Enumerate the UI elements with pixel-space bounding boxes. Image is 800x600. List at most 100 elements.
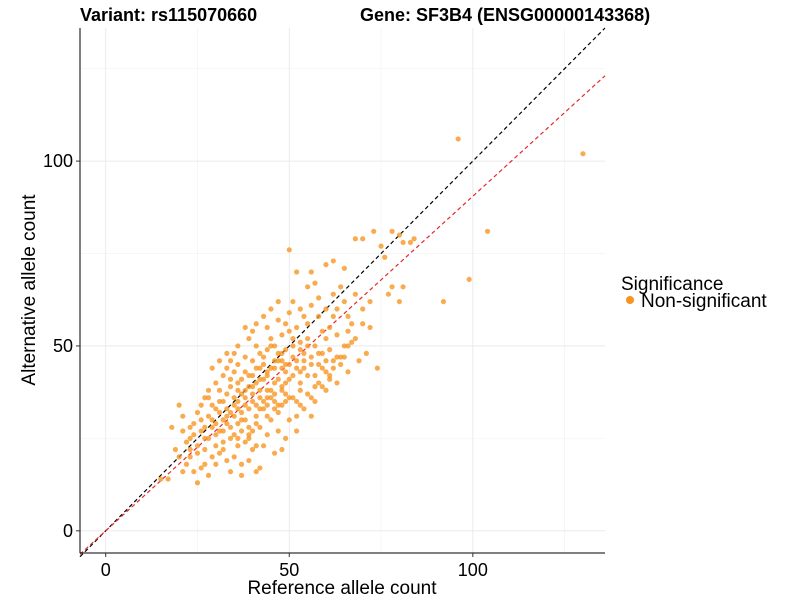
data-point bbox=[176, 402, 182, 408]
y-axis-title: Alternative allele count bbox=[19, 194, 40, 386]
data-point bbox=[396, 232, 403, 238]
data-point bbox=[227, 384, 234, 390]
data-point bbox=[338, 354, 344, 360]
data-point bbox=[268, 335, 274, 342]
data-point bbox=[389, 228, 395, 234]
data-point bbox=[279, 358, 285, 364]
data-point bbox=[253, 380, 259, 386]
data-point bbox=[319, 328, 325, 334]
data-point bbox=[286, 328, 292, 334]
data-point bbox=[268, 306, 274, 312]
data-point bbox=[238, 428, 245, 434]
data-point bbox=[224, 391, 230, 397]
data-point bbox=[308, 413, 314, 419]
data-point bbox=[257, 406, 263, 412]
data-point bbox=[275, 317, 281, 323]
data-point bbox=[253, 443, 259, 449]
data-point bbox=[294, 413, 300, 419]
data-point bbox=[194, 450, 201, 456]
data-point bbox=[213, 420, 219, 427]
data-point bbox=[345, 369, 351, 375]
data-point bbox=[323, 369, 329, 375]
y-tick-label: 50 bbox=[53, 336, 73, 356]
data-point bbox=[257, 350, 263, 356]
data-point bbox=[327, 372, 333, 379]
data-point bbox=[271, 398, 278, 405]
data-point bbox=[268, 387, 274, 393]
data-point bbox=[209, 402, 215, 408]
data-point bbox=[224, 365, 230, 371]
data-point bbox=[389, 284, 395, 290]
data-point bbox=[231, 454, 237, 460]
data-point bbox=[264, 347, 270, 353]
data-point bbox=[290, 343, 296, 349]
data-point bbox=[301, 350, 307, 356]
data-point bbox=[264, 402, 270, 408]
data-point bbox=[316, 350, 322, 356]
data-point bbox=[260, 376, 267, 382]
data-point bbox=[187, 454, 193, 460]
data-point bbox=[235, 361, 241, 368]
data-point bbox=[349, 321, 355, 327]
data-point bbox=[301, 313, 307, 319]
data-point bbox=[297, 306, 303, 312]
data-point bbox=[246, 432, 252, 438]
data-point bbox=[271, 450, 278, 456]
data-point bbox=[275, 428, 281, 434]
data-point bbox=[209, 365, 215, 371]
data-point bbox=[198, 417, 204, 423]
data-point bbox=[301, 365, 307, 371]
data-point bbox=[264, 369, 270, 375]
data-point bbox=[235, 406, 241, 412]
data-point bbox=[271, 365, 278, 371]
data-point bbox=[216, 450, 223, 456]
data-point bbox=[231, 402, 237, 408]
data-point bbox=[260, 398, 267, 405]
data-point bbox=[305, 391, 311, 397]
data-point bbox=[349, 339, 355, 345]
data-point bbox=[213, 380, 219, 386]
data-point bbox=[301, 406, 307, 412]
data-point bbox=[305, 321, 311, 327]
data-point bbox=[213, 461, 219, 467]
data-point bbox=[191, 420, 197, 427]
data-point bbox=[352, 236, 358, 242]
data-point bbox=[282, 398, 289, 405]
data-point bbox=[253, 413, 259, 419]
data-point bbox=[301, 358, 307, 364]
chart-title-gene: Gene: SF3B4 (ENSG00000143368) bbox=[360, 5, 650, 25]
data-point bbox=[286, 361, 292, 368]
data-point bbox=[382, 254, 388, 260]
data-point bbox=[360, 236, 366, 242]
data-point bbox=[360, 321, 366, 327]
data-point bbox=[242, 324, 248, 331]
legend-marker bbox=[626, 296, 634, 304]
data-point bbox=[246, 372, 252, 379]
data-point bbox=[271, 391, 278, 397]
data-point bbox=[213, 406, 219, 412]
x-tick-label: 50 bbox=[279, 560, 299, 580]
data-point bbox=[249, 384, 256, 390]
data-point bbox=[260, 313, 267, 319]
data-point bbox=[271, 380, 278, 386]
data-point bbox=[279, 365, 285, 371]
data-point bbox=[231, 413, 237, 419]
data-point bbox=[282, 391, 289, 397]
data-point bbox=[202, 435, 208, 441]
data-point bbox=[242, 387, 248, 393]
data-point bbox=[455, 136, 461, 142]
data-point bbox=[330, 313, 336, 319]
data-point bbox=[268, 343, 274, 349]
data-point bbox=[202, 424, 208, 430]
data-point bbox=[205, 435, 212, 441]
data-point bbox=[198, 402, 204, 408]
x-tick-label: 0 bbox=[101, 560, 111, 580]
data-point bbox=[275, 298, 281, 305]
data-point bbox=[305, 284, 311, 290]
data-point bbox=[253, 321, 259, 327]
data-point bbox=[400, 284, 406, 290]
data-point bbox=[367, 324, 373, 331]
data-point bbox=[396, 298, 403, 305]
data-point bbox=[242, 402, 248, 408]
data-point bbox=[216, 358, 223, 364]
